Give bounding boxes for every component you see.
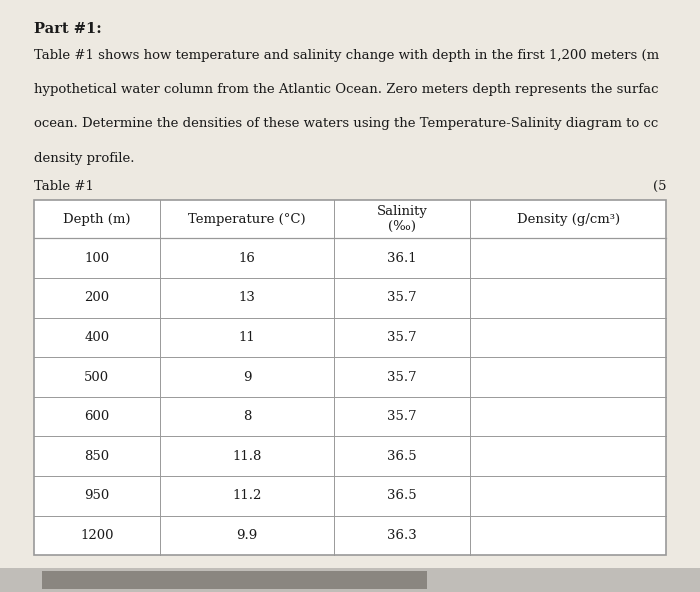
Text: Depth (m): Depth (m) xyxy=(63,213,131,226)
Text: Salinity
(‰): Salinity (‰) xyxy=(377,205,428,233)
Text: Table #1: Table #1 xyxy=(34,180,94,193)
Text: 9: 9 xyxy=(243,371,251,384)
Text: 600: 600 xyxy=(84,410,109,423)
Text: 100: 100 xyxy=(84,252,109,265)
Text: Density (g/cm³): Density (g/cm³) xyxy=(517,213,620,226)
Text: 11.2: 11.2 xyxy=(232,490,262,503)
Text: density profile.: density profile. xyxy=(34,152,134,165)
Text: 35.7: 35.7 xyxy=(387,331,417,344)
Text: Table #1 shows how temperature and salinity change with depth in the first 1,200: Table #1 shows how temperature and salin… xyxy=(34,49,659,62)
Text: Temperature (°C): Temperature (°C) xyxy=(188,213,306,226)
Text: 11: 11 xyxy=(239,331,256,344)
Text: 36.1: 36.1 xyxy=(387,252,417,265)
Text: 35.7: 35.7 xyxy=(387,371,417,384)
Text: 16: 16 xyxy=(239,252,256,265)
Text: 850: 850 xyxy=(84,450,109,463)
Text: 11.8: 11.8 xyxy=(232,450,262,463)
Text: hypothetical water column from the Atlantic Ocean. Zero meters depth represents : hypothetical water column from the Atlan… xyxy=(34,83,658,96)
Text: 36.3: 36.3 xyxy=(387,529,417,542)
Text: 13: 13 xyxy=(239,291,256,304)
Text: 500: 500 xyxy=(84,371,109,384)
Text: (5: (5 xyxy=(653,180,666,193)
Text: 35.7: 35.7 xyxy=(387,291,417,304)
Text: 8: 8 xyxy=(243,410,251,423)
Text: 200: 200 xyxy=(84,291,109,304)
Text: 1200: 1200 xyxy=(80,529,113,542)
Text: ocean. Determine the densities of these waters using the Temperature-Salinity di: ocean. Determine the densities of these … xyxy=(34,117,658,130)
Text: 9.9: 9.9 xyxy=(237,529,258,542)
Text: 36.5: 36.5 xyxy=(387,490,417,503)
Text: 36.5: 36.5 xyxy=(387,450,417,463)
Text: 400: 400 xyxy=(84,331,109,344)
Text: Part #1:: Part #1: xyxy=(34,22,102,37)
Text: 35.7: 35.7 xyxy=(387,410,417,423)
Text: 950: 950 xyxy=(84,490,109,503)
